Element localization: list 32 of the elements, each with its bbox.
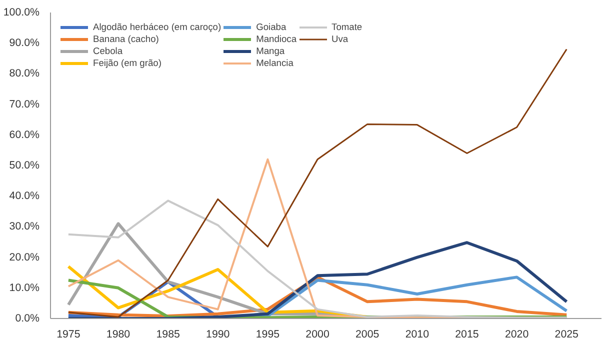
x-tick-label: 2005 [355, 328, 380, 340]
legend-label: Mandioca [256, 34, 297, 44]
y-tick-label: 0.0% [15, 312, 40, 324]
x-tick-label: 1990 [206, 328, 230, 340]
y-tick-label: 80.0% [9, 68, 40, 80]
legend-label: Melancia [256, 58, 294, 68]
x-tick-label: 2025 [554, 328, 579, 340]
x-tick-label: 2000 [306, 328, 330, 340]
legend-label: Manga [256, 46, 285, 56]
x-tick-label: 2020 [504, 328, 529, 340]
legend-label: Uva [332, 34, 350, 44]
y-tick-label: 40.0% [9, 190, 40, 202]
y-tick-label: 100.0% [3, 6, 40, 18]
x-tick-label: 1975 [56, 328, 80, 340]
y-tick-label: 30.0% [9, 220, 40, 233]
y-tick-label: 90.0% [9, 37, 40, 50]
x-tick-label: 1980 [106, 328, 130, 340]
x-tick-label: 1995 [256, 328, 280, 340]
legend-label: Banana (cacho) [93, 34, 159, 44]
legend-label: Goiaba [256, 22, 286, 32]
y-tick-label: 70.0% [9, 98, 40, 110]
x-tick-label: 1985 [156, 328, 180, 340]
y-tick-label: 10.0% [9, 282, 40, 294]
legend-label: Feijão (em grão) [93, 58, 162, 68]
legend-label: Algodão herbáceo (em caroço) [93, 22, 222, 32]
legend-label: Cebola [93, 46, 123, 56]
y-tick-label: 50.0% [9, 160, 40, 172]
legend-label: Tomate [332, 22, 362, 32]
y-tick-label: 60.0% [9, 128, 40, 141]
x-tick-label: 2015 [455, 328, 479, 340]
x-tick-label: 2010 [405, 328, 430, 340]
y-tick-label: 20.0% [9, 251, 40, 264]
